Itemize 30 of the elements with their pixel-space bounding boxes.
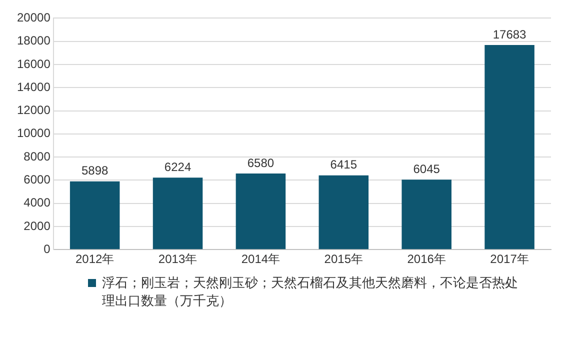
x-tick-label: 2012年 <box>75 252 114 266</box>
y-tick-label: 12000 <box>16 103 51 118</box>
y-tick-label: 4000 <box>24 196 51 210</box>
y-tick-label: 2000 <box>24 218 51 233</box>
data-label: 6580 <box>247 156 274 170</box>
y-tick-label: 8000 <box>24 149 51 164</box>
data-label: 6045 <box>413 162 440 176</box>
data-label: 6415 <box>330 158 358 172</box>
data-label: 6224 <box>164 160 192 174</box>
y-tick-label: 14000 <box>16 80 51 94</box>
y-tick-label: 18000 <box>16 34 51 48</box>
bar <box>318 175 369 250</box>
y-tick-label: 20000 <box>16 10 51 25</box>
x-tick-label: 2016年 <box>407 252 446 266</box>
data-label: 17683 <box>492 27 527 42</box>
bar <box>70 181 120 250</box>
x-tick-label: 2014年 <box>241 252 280 266</box>
y-tick-label: 0 <box>44 242 51 256</box>
legend-label: 浮石；刚玉岩；天然刚玉砂；天然石榴石及其他天然磨料，不论是否热处理出口数量（万千克） <box>102 275 519 310</box>
y-tick-label: 16000 <box>16 56 51 71</box>
x-tick-label: 2017年 <box>490 252 529 266</box>
data-label: 5898 <box>81 164 109 178</box>
bar <box>484 45 534 250</box>
x-tick-label: 2013年 <box>158 252 198 266</box>
bar <box>152 178 203 250</box>
bar <box>402 180 452 250</box>
x-tick-label: 2015年 <box>324 252 364 266</box>
bar <box>236 173 286 250</box>
y-tick-label: 6000 <box>24 172 51 186</box>
y-tick-label: 10000 <box>16 126 51 140</box>
